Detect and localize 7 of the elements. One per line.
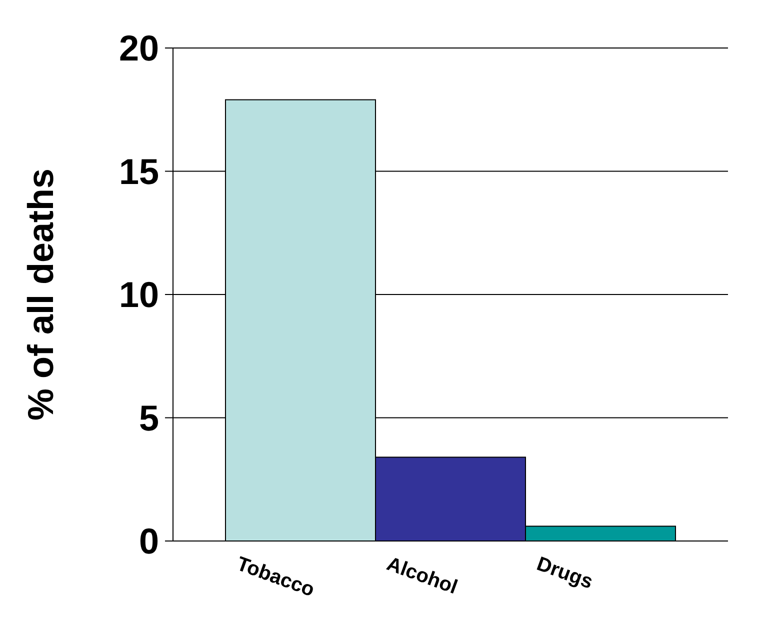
y-tick-label: 15 [118, 150, 159, 192]
y-tick-label: 0 [138, 520, 159, 562]
y-tick-label: 10 [118, 274, 159, 316]
x-tick-label: Drugs [534, 553, 596, 594]
y-axis-title: % of all deaths [20, 168, 61, 421]
y-tick-label: 20 [118, 28, 159, 69]
y-tick-label: 5 [138, 397, 159, 438]
